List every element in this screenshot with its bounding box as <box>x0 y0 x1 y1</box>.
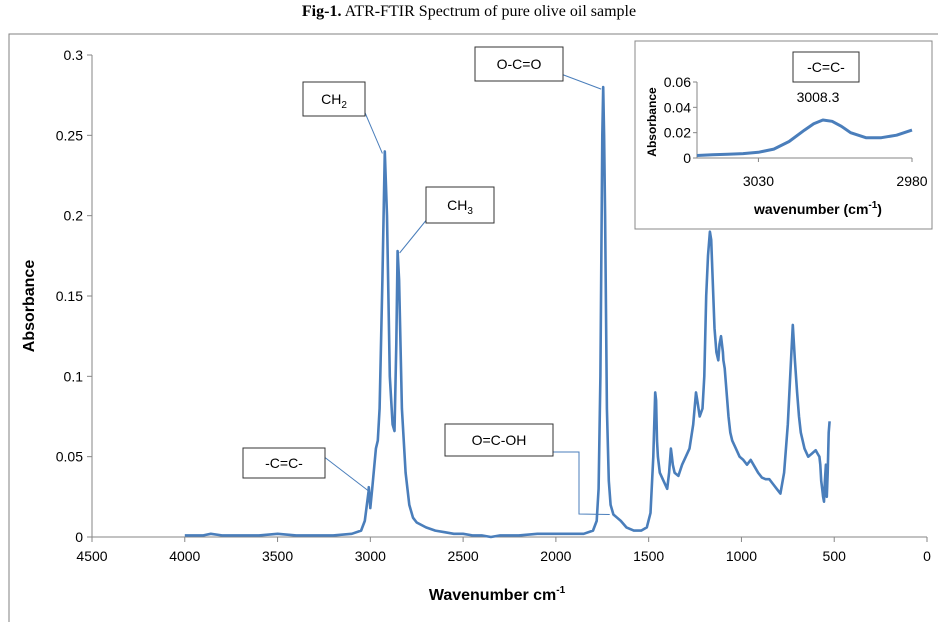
x-tick-label: 4000 <box>169 548 200 564</box>
inset-x-axis-title-tail: ) <box>877 201 882 217</box>
annotation-box <box>474 46 564 82</box>
annotation-callout: CH2 <box>302 81 383 154</box>
figure-title-label: Fig-1. <box>301 3 342 20</box>
annotation-box <box>444 423 554 457</box>
x-tick-label: 3500 <box>262 548 293 564</box>
x-axis-title-superscript: -1 <box>556 585 565 596</box>
annotation-callout: O-C=O <box>474 46 602 90</box>
y-tick-label: 0.15 <box>56 288 83 304</box>
inset-y-tick-label: 0.04 <box>664 99 691 115</box>
annotation-leader <box>399 217 429 254</box>
inset-spectrum-line <box>696 118 913 157</box>
annotation-label-text: O=C-OH <box>472 432 527 448</box>
x-tick-label: 2000 <box>540 548 571 564</box>
annotation-label-text: -C=C- <box>265 455 303 471</box>
inset-chart: 0 0.02 0.04 0.06 3030 2980 Absorbance wavenumbe… <box>634 40 933 230</box>
annotation-label: O=C-OH <box>472 432 527 448</box>
figure-border <box>8 33 938 622</box>
annotation-leader <box>362 107 383 154</box>
annotation-label-text: CH <box>321 91 341 107</box>
inset-x-axis-title: wavenumber (cm-1) <box>753 200 882 217</box>
y-tick-label: 0.25 <box>56 127 83 143</box>
inset-x-tick-label: 2980 <box>896 173 927 189</box>
annotation-label-text: O-C=O <box>497 56 542 72</box>
inset-y-tick-label: 0.06 <box>664 74 691 90</box>
annotation-label: O-C=O <box>497 56 542 72</box>
x-axis-title-text: Wavenumber cm <box>429 587 556 604</box>
inset-y-tick-label: 0 <box>683 150 691 166</box>
annotation-label: -C=C- <box>265 455 303 471</box>
annotation-leader <box>322 455 369 491</box>
y-tick-label: 0.05 <box>56 449 83 465</box>
inset-y-tick-label: 0.02 <box>664 125 691 141</box>
annotation-callout: -C=C- <box>242 447 369 491</box>
inset-y-axis-title: Absorbance <box>645 87 659 157</box>
annotation-label: CH2 <box>321 91 347 111</box>
annotation-label: CH3 <box>447 197 473 217</box>
annotation-box <box>302 81 366 117</box>
x-axis-title: Wavenumber cm-1 <box>429 585 566 604</box>
annotation-callout: O=C-OH <box>444 423 610 515</box>
spectrum-line <box>184 85 831 539</box>
inset-peak-label: 3008.3 <box>797 89 840 105</box>
x-tick-label: 3000 <box>355 548 386 564</box>
y-tick-label: 0.1 <box>64 368 84 384</box>
annotation-label-subscript: 2 <box>341 100 347 111</box>
annotation-leader <box>560 73 602 90</box>
y-tick-label: 0.2 <box>64 208 84 224</box>
annotation-label-subscript: 3 <box>467 206 473 217</box>
annotation-box <box>425 186 495 224</box>
inset-annotation-label: -C=C- <box>807 59 845 75</box>
y-axis-title: Absorbance <box>21 260 38 353</box>
annotation-leader <box>553 451 610 515</box>
x-tick-label: 2500 <box>448 548 479 564</box>
inset-x-axis-title-text: wavenumber (cm <box>753 201 868 217</box>
annotation-box <box>242 447 326 479</box>
x-tick-label: 4500 <box>76 548 107 564</box>
inset-frame <box>634 40 933 230</box>
x-tick-label: 1000 <box>726 548 757 564</box>
inset-x-tick-label: 3030 <box>743 173 774 189</box>
x-tick-label: 0 <box>923 548 931 564</box>
inset-x-axis-title-superscript: -1 <box>868 200 877 211</box>
figure-title: Fig-1. ATR-FTIR Spectrum of pure olive o… <box>0 3 938 21</box>
y-tick-label: 0.3 <box>64 47 84 63</box>
inset-annotation-box <box>792 51 860 83</box>
annotation-callout: CH3 <box>399 186 495 254</box>
annotation-label-text: CH <box>447 197 467 213</box>
x-tick-label: 1500 <box>633 548 664 564</box>
figure-title-text: ATR-FTIR Spectrum of pure olive oil samp… <box>341 3 637 20</box>
x-tick-label: 500 <box>823 548 847 564</box>
y-tick-label: 0 <box>75 529 83 545</box>
